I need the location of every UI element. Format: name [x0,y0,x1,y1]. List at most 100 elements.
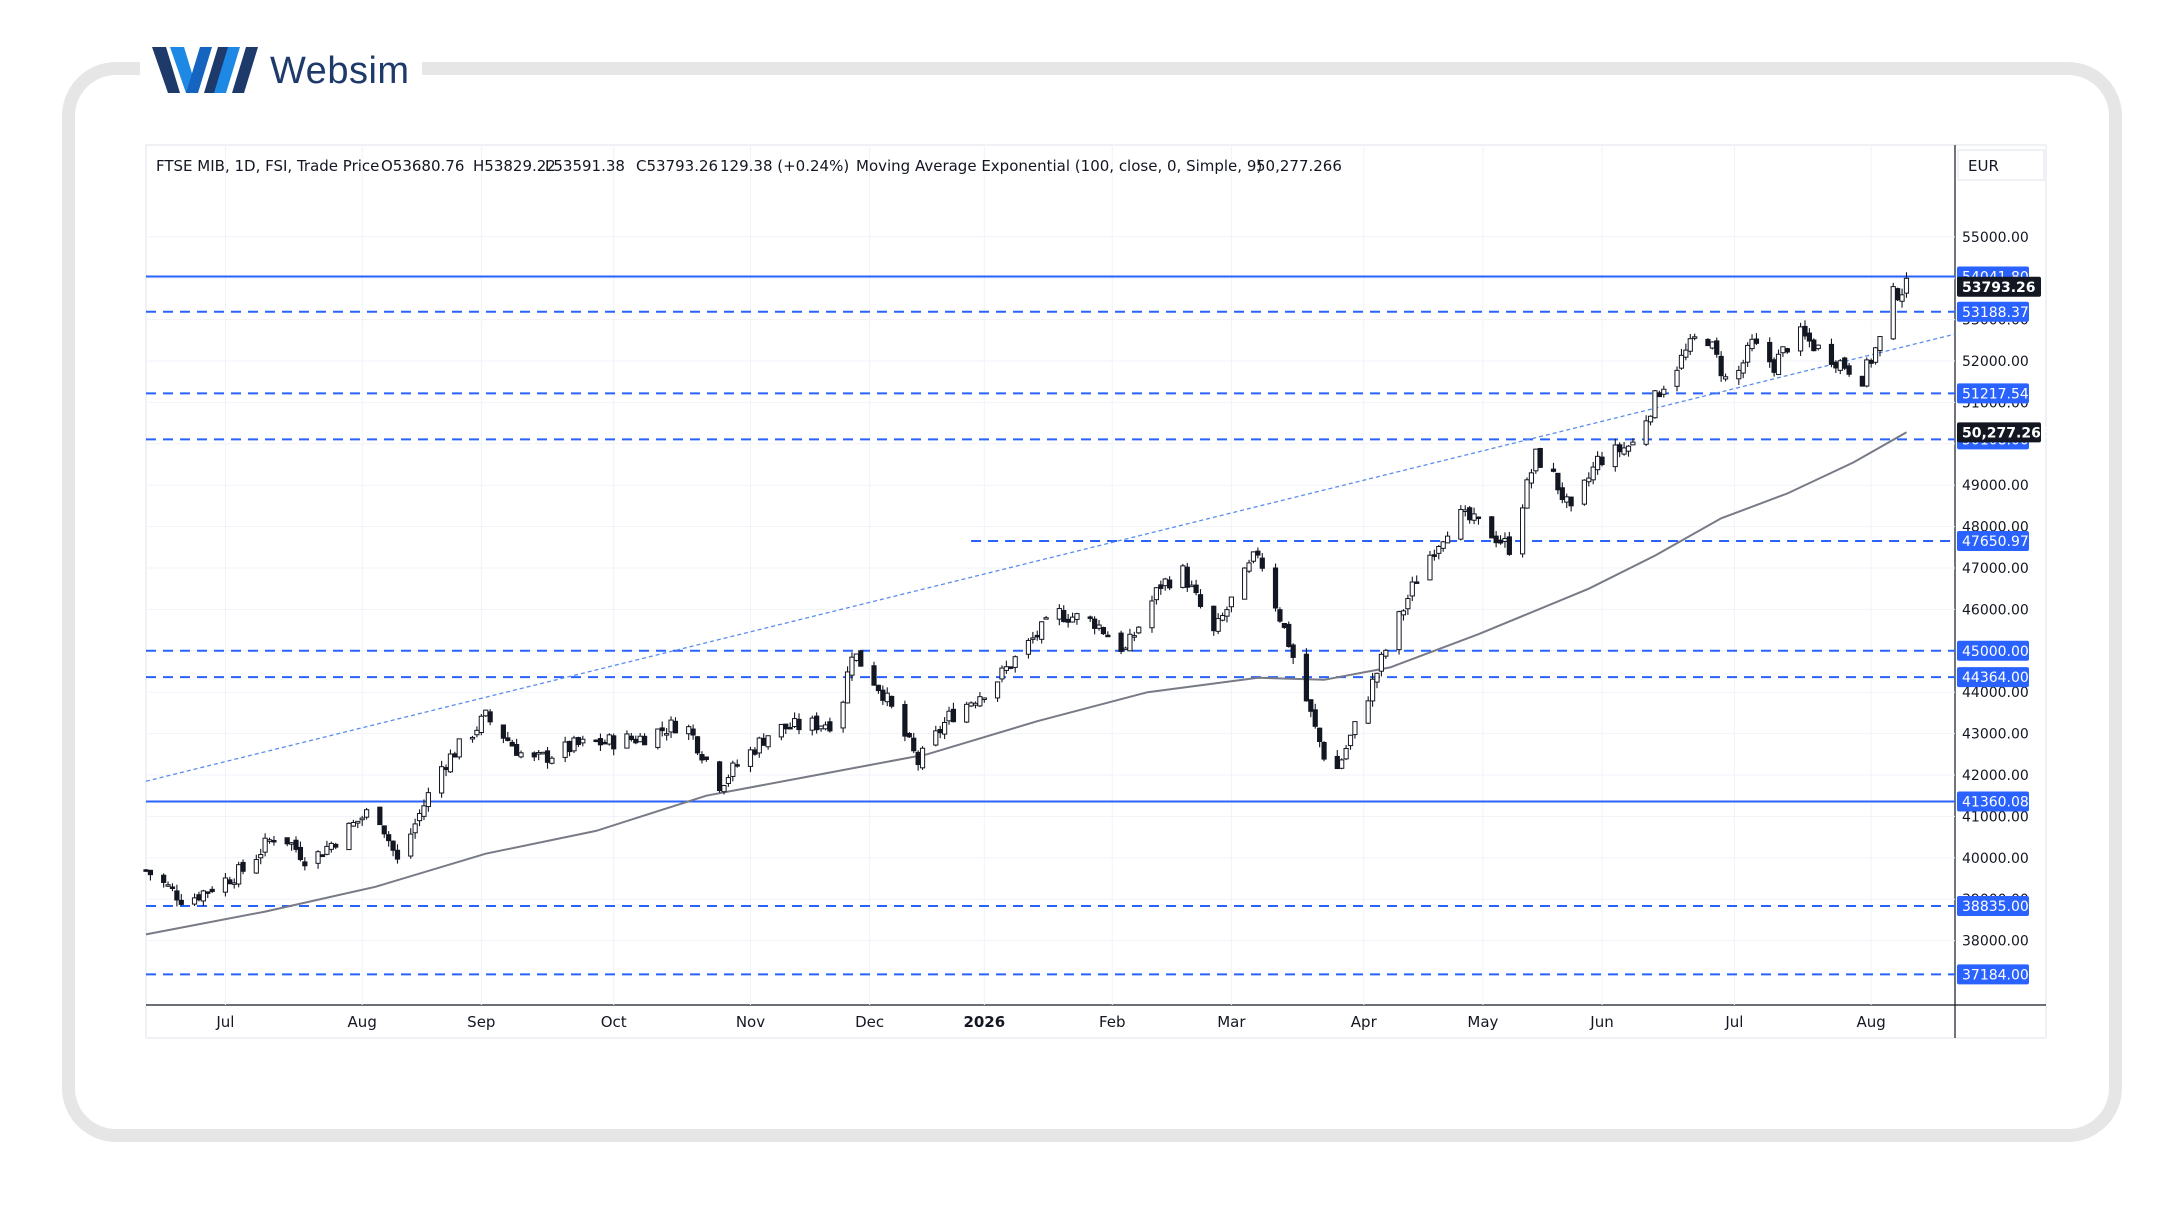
candle [814,712,820,734]
candle [844,666,851,704]
candle [1414,575,1420,584]
candle-body [1162,578,1168,587]
candle-body [355,820,361,824]
currency-box[interactable] [1957,149,2045,181]
candle-body [390,840,396,851]
candle-body [478,715,484,733]
candle-body [911,737,917,752]
candle [1625,445,1632,457]
candle-body [469,736,476,740]
candle-body [1096,624,1102,629]
candle-body [196,894,202,901]
candle-body [1008,666,1014,669]
candle [386,831,392,847]
candle-body [1877,336,1883,352]
candle [1003,660,1009,674]
candle-body [1312,709,1318,727]
candle-body [1343,747,1349,760]
candle [227,876,233,885]
candle [1162,577,1168,591]
candle-body [1030,637,1036,640]
price-levels [146,275,1955,976]
candle [624,730,630,749]
candle-body [942,721,948,735]
candle-body [1705,338,1711,347]
candle-body [562,741,568,758]
candle [1069,612,1076,623]
candle [1528,468,1535,489]
candle-body [1334,755,1340,770]
level-label-box [1957,964,2029,985]
candle [1259,553,1265,572]
candle [1767,337,1773,368]
candle-body [253,859,259,874]
candle-body [1414,581,1420,584]
candle [319,854,326,858]
websim-logo-icon [152,47,258,93]
candle [999,665,1005,683]
ema-value-label-box [1957,422,2041,443]
candle-body [915,751,921,766]
candle [765,735,771,750]
candle [1656,390,1662,398]
ema-line [145,431,1907,936]
candle-body [783,723,789,730]
candle [328,841,334,853]
candle-body [641,735,648,746]
candle-body [1431,554,1437,557]
candle [1771,357,1777,377]
chart-header: FTSE MIB, 1D, FSI, Trade Price O53680.76… [156,157,1342,175]
candle [536,750,542,761]
candle [1215,613,1221,635]
candle-body [1092,618,1098,629]
candle-body [1197,594,1204,607]
candle-body [1286,623,1292,647]
candle-body [1784,348,1790,353]
candle [853,653,859,662]
candle-body [1158,584,1164,589]
candle [478,713,484,736]
candle [580,735,586,747]
level-label: 51217.54 [1962,386,2029,402]
candle [1030,631,1036,644]
candle-body [787,726,793,730]
candle [1872,347,1879,365]
candle-body [1339,759,1345,769]
candle [1661,385,1667,398]
candle-body [1118,632,1124,652]
candle [796,713,802,735]
candle-body [659,727,665,732]
price-labels: 54041.8053188.3751217.5450108.0047650.97… [1957,266,2051,985]
candle [1859,375,1865,387]
candle [880,685,886,705]
last-price-label: 53793.26 [1962,280,2036,296]
candle [1753,333,1760,346]
candle [1683,343,1689,361]
header-indicator: Moving Average Exponential (100, close, … [856,157,1262,175]
candle-body [672,720,679,734]
candle-body [1321,741,1327,760]
candle-body [809,717,815,731]
candle-body [1436,546,1442,554]
candle-body [1211,605,1217,632]
candle [143,869,149,873]
candle-body [1753,338,1760,344]
candle [1740,359,1746,379]
candle [147,869,154,881]
candle [161,873,167,888]
candle-body [1303,653,1310,702]
candle [633,735,639,745]
candle [1630,438,1636,446]
candle [1718,351,1724,382]
candle-body [416,813,423,822]
candle [1219,612,1226,622]
candle-body [1025,639,1032,655]
candle [439,760,445,798]
candle [240,859,246,875]
candle-body [1559,487,1565,500]
level-label-box [1957,640,2029,661]
candle [447,749,454,773]
candle [1590,461,1596,485]
candle [1489,516,1495,539]
candle [571,735,577,754]
